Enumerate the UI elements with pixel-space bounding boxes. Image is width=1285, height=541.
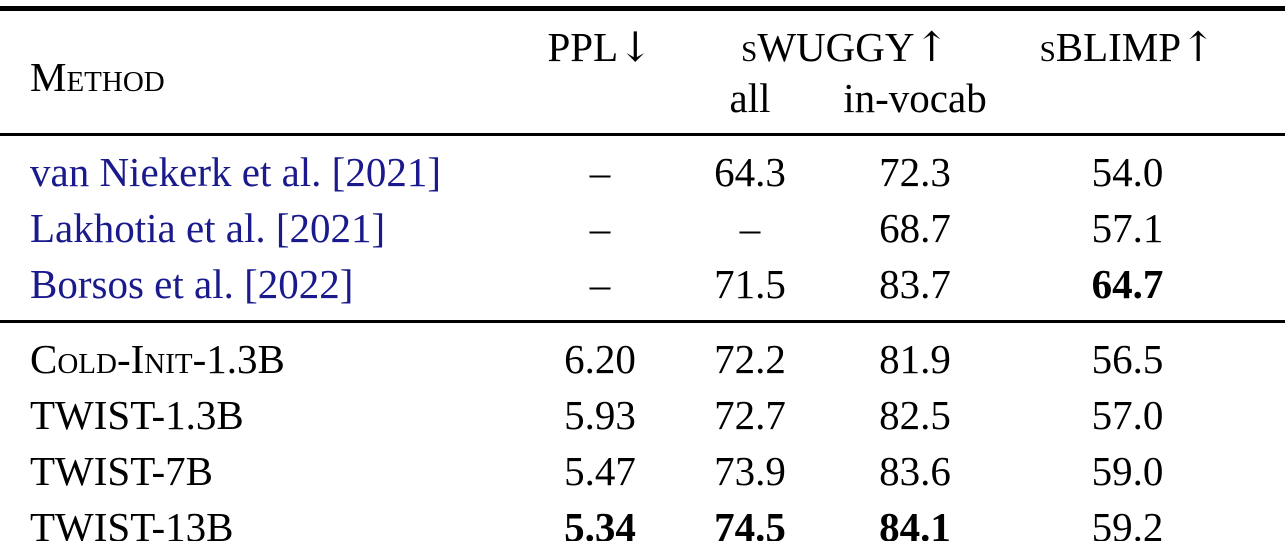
table-row-borsos: Borsos et al. [2022] – 71.5 83.7 64.7	[0, 256, 1285, 322]
table-row-lakhotia: Lakhotia et al. [2021] – – 68.7 57.1	[0, 200, 1285, 256]
table-header: Method PPL↓ sWUGGY↑ sBLIMP↑ all in-vocab	[0, 9, 1285, 135]
swuggy-prefix: s	[741, 24, 758, 70]
ppl-header-label: PPL	[547, 24, 619, 70]
column-header-method: Method	[0, 9, 520, 135]
table-row-twist-13b: TWIST-13B 5.34 74.5 84.1 59.2	[0, 499, 1285, 541]
results-table: Method PPL↓ sWUGGY↑ sBLIMP↑ all in-vocab…	[0, 6, 1285, 541]
down-arrow-icon: ↓	[618, 23, 653, 71]
sblimp-prefix: s	[1039, 24, 1056, 70]
citation-link[interactable]: Borsos et al. [2022]	[30, 261, 354, 307]
sblimp-value: 57.0	[1091, 392, 1164, 438]
table-row-twist-1-3b: TWIST-1.3B 5.93 72.7 82.5 57.0	[0, 387, 1285, 443]
sblimp-value: 56.5	[1091, 336, 1164, 382]
swuggy-all-value: 72.7	[714, 392, 786, 438]
column-subheader-invocab: in-vocab	[843, 75, 987, 121]
sblimp-value: 59.2	[1091, 504, 1164, 541]
swuggy-invocab-value: 81.9	[879, 336, 951, 382]
citation-link[interactable]: van Niekerk et al. [2021]	[30, 149, 441, 195]
ppl-value: 6.20	[564, 336, 636, 382]
ppl-value: 5.47	[564, 448, 636, 494]
method-name: TWIST-7B	[30, 448, 213, 494]
sblimp-value: 54.0	[1091, 149, 1164, 195]
method-name: Cold-Init-1.3B	[30, 336, 285, 382]
sblimp-value: 64.7	[1091, 261, 1164, 307]
swuggy-all-value: 73.9	[714, 448, 786, 494]
swuggy-header-label: WUGGY	[757, 24, 915, 70]
ppl-value: –	[589, 149, 611, 195]
swuggy-invocab-value: 82.5	[879, 392, 951, 438]
ppl-value: 5.34	[564, 504, 636, 541]
column-header-swuggy: sWUGGY↑	[680, 9, 1010, 74]
column-subheader-all: all	[729, 75, 771, 121]
sblimp-value: 59.0	[1091, 448, 1164, 494]
sblimp-value: 57.1	[1091, 205, 1164, 251]
table-row-cold-init: Cold-Init-1.3B 6.20 72.2 81.9 56.5	[0, 322, 1285, 388]
table-row-twist-7b: TWIST-7B 5.47 73.9 83.6 59.0	[0, 443, 1285, 499]
up-arrow-icon: ↑	[914, 23, 949, 71]
ppl-value: 5.93	[564, 392, 636, 438]
column-header-ppl: PPL↓	[520, 9, 680, 135]
baselines-section: van Niekerk et al. [2021] – 64.3 72.3 54…	[0, 135, 1285, 322]
up-arrow-icon: ↑	[1181, 23, 1216, 71]
swuggy-invocab-value: 83.7	[879, 261, 951, 307]
swuggy-invocab-value: 72.3	[879, 149, 951, 195]
swuggy-all-value: –	[739, 205, 761, 251]
swuggy-invocab-value: 83.6	[879, 448, 951, 494]
swuggy-all-value: 71.5	[714, 261, 786, 307]
swuggy-invocab-value: 68.7	[879, 205, 951, 251]
ppl-value: –	[589, 205, 611, 251]
swuggy-all-value: 74.5	[714, 504, 786, 541]
models-section: Cold-Init-1.3B 6.20 72.2 81.9 56.5 TWIST…	[0, 322, 1285, 541]
method-header-label: Method	[30, 54, 165, 100]
method-name: TWIST-1.3B	[30, 392, 244, 438]
column-header-sblimp: sBLIMP↑	[1010, 9, 1285, 135]
method-name: TWIST-13B	[30, 504, 234, 541]
sblimp-header-label: BLIMP	[1055, 24, 1182, 70]
table-row-van-niekerk: van Niekerk et al. [2021] – 64.3 72.3 54…	[0, 135, 1285, 201]
ppl-value: –	[589, 261, 611, 307]
citation-link[interactable]: Lakhotia et al. [2021]	[30, 205, 386, 251]
swuggy-all-value: 72.2	[714, 336, 786, 382]
swuggy-all-value: 64.3	[714, 149, 786, 195]
swuggy-invocab-value: 84.1	[879, 504, 951, 541]
